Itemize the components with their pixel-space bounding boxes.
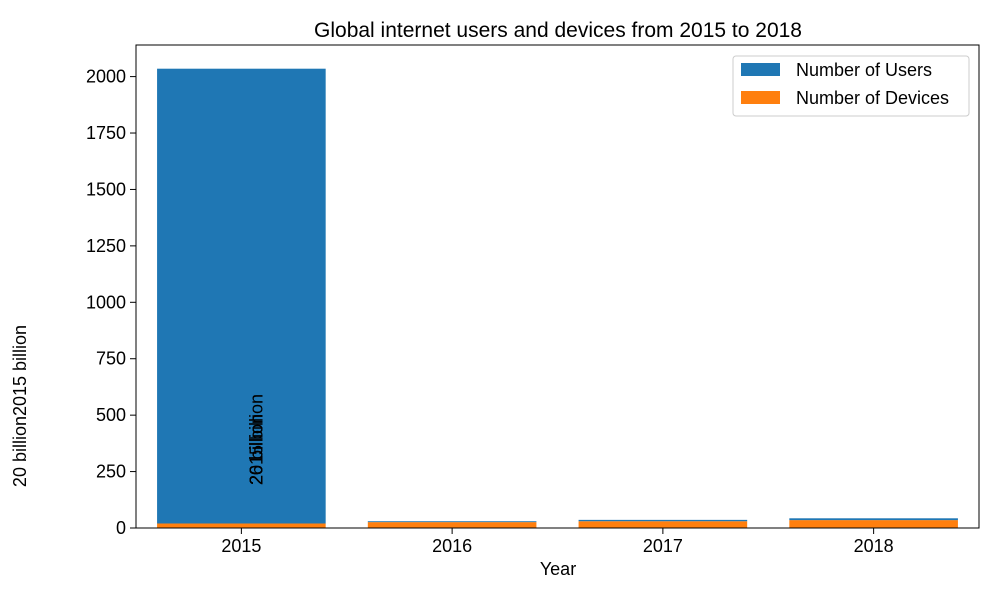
bar-devices-2018 bbox=[789, 520, 958, 528]
y-axis: 0 250 500 750 1000 1250 1500 1750 2000 bbox=[86, 67, 136, 538]
x-axis-label: Year bbox=[540, 559, 576, 579]
bar-devices-2017 bbox=[578, 521, 748, 528]
bar-devices-2015 bbox=[157, 523, 326, 528]
legend-swatch-devices bbox=[741, 91, 780, 104]
bar-annotation-label: 2015 billion bbox=[246, 394, 266, 485]
x-axis: 2015 2016 2017 2018 bbox=[221, 528, 894, 556]
y-tick-label: 250 bbox=[96, 462, 126, 482]
x-tick-label: 2018 bbox=[854, 536, 894, 556]
y-tick-label: 0 bbox=[116, 518, 126, 538]
x-tick-label: 2015 bbox=[221, 536, 261, 556]
y-tick-label: 2000 bbox=[86, 67, 126, 87]
bars bbox=[157, 68, 958, 528]
legend-frame bbox=[732, 55, 970, 117]
bar-devices-2016 bbox=[367, 522, 537, 528]
bar-users-2015 bbox=[157, 68, 326, 524]
legend-swatch-users bbox=[741, 63, 780, 76]
plot-frame bbox=[135, 44, 980, 529]
legend-label-devices: Number of Devices bbox=[796, 88, 949, 108]
bar-users-2016 bbox=[367, 521, 537, 523]
y-tick-label: 750 bbox=[96, 349, 126, 369]
bar-users-2018 bbox=[789, 518, 958, 521]
y-axis-label: 20 billion2015 billion bbox=[10, 325, 30, 487]
x-tick-label: 2016 bbox=[432, 536, 472, 556]
y-tick-label: 1000 bbox=[86, 292, 126, 312]
y-tick-label: 1750 bbox=[86, 123, 126, 143]
chart-title: Global internet users and devices from 2… bbox=[314, 19, 802, 42]
legend-label-users: Number of Users bbox=[796, 60, 932, 80]
y-tick-label: 1250 bbox=[86, 236, 126, 256]
y-tick-label: 1500 bbox=[86, 179, 126, 199]
y-tick-label: 500 bbox=[96, 405, 126, 425]
bar-annotation-label: 20 billion bbox=[246, 414, 266, 485]
bar-annotation-label: 26 billion bbox=[246, 414, 266, 485]
bar-users-2017 bbox=[578, 519, 748, 522]
x-tick-label: 2017 bbox=[643, 536, 683, 556]
legend: Number of Users Number of Devices bbox=[732, 55, 970, 117]
